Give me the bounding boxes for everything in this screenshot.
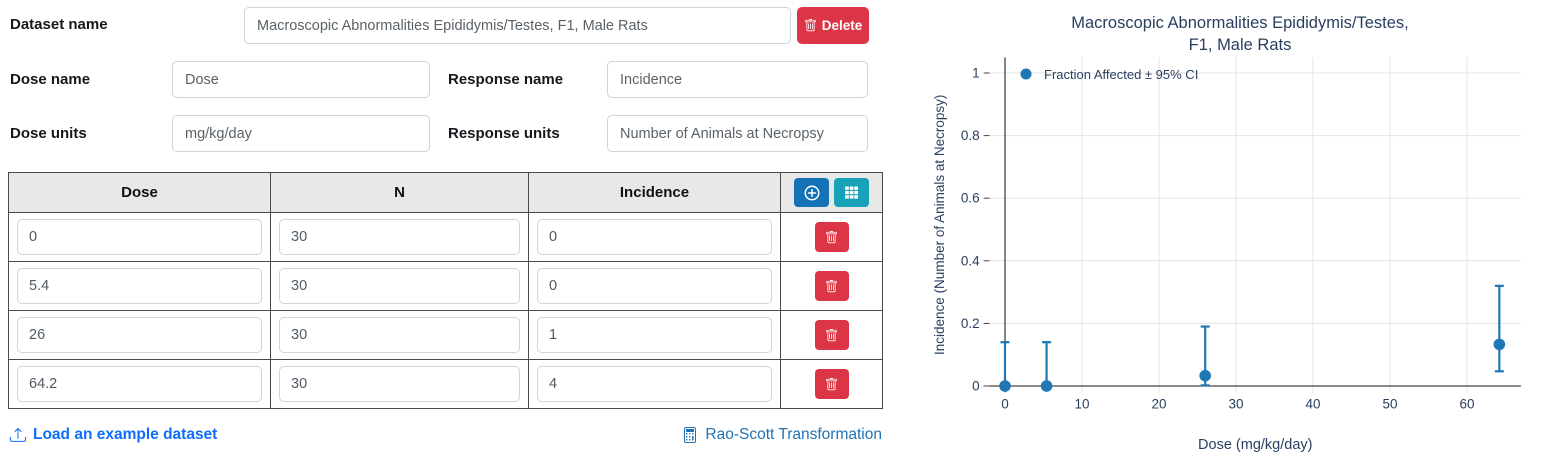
table-row [8,212,883,262]
response-units-input[interactable] [607,115,868,152]
delete-row-button[interactable] [814,369,849,399]
svg-text:50: 50 [1382,396,1397,411]
trash-icon [804,19,816,32]
data-series [999,284,1506,392]
incidence-cell-input[interactable] [537,268,772,304]
calculator-icon [684,427,697,443]
table-header-row: Dose N Incidence [8,172,883,213]
zero-lines [989,57,1521,393]
trash-icon [826,328,837,341]
svg-text:F1, Male Rats: F1, Male Rats [1189,36,1292,54]
load-example-dataset-link[interactable]: Load an example dataset [10,426,217,444]
table-grid-icon [845,186,858,199]
y-axis-label: Incidence (Number of Animals at Necropsy… [932,95,947,355]
incidence-cell-input[interactable] [537,219,772,255]
delete-row-button[interactable] [814,271,849,301]
delete-dataset-button[interactable]: Delete [797,7,869,44]
bulk-edit-grid-button[interactable] [834,178,869,207]
axis-ticks: 00.20.40.60.810 10 20 30 40 50 60 [961,66,1475,412]
rao-scott-transformation-link[interactable]: Rao-Scott Transformation [682,426,882,444]
svg-text:10: 10 [1074,396,1089,411]
upload-icon [10,427,26,442]
delete-button-label: Delete [821,18,863,33]
incidence-cell-input[interactable] [537,366,772,402]
svg-text:0: 0 [1001,396,1009,411]
svg-text:40: 40 [1305,396,1320,411]
incidence-column-header: Incidence [528,172,781,213]
svg-text:1: 1 [972,66,980,81]
legend-label: Fraction Affected ± 95% CI [1044,67,1198,82]
dose-cell-input[interactable] [17,366,262,402]
table-row [8,310,883,360]
delete-row-button[interactable] [814,320,849,350]
dose-cell-input[interactable] [17,219,262,255]
svg-text:0.2: 0.2 [961,316,980,331]
plus-circle-icon [804,185,819,200]
dose-response-table: Dose N Incidence [8,172,883,409]
rao-scott-label: Rao-Scott Transformation [705,426,882,443]
legend-marker [1020,68,1032,80]
data-point [1199,325,1211,387]
gridlines [989,57,1521,393]
data-point [999,341,1011,392]
trash-icon [826,279,837,292]
table-actions-header [780,172,883,213]
n-column-header: N [270,172,529,213]
incidence-cell-input[interactable] [537,317,772,353]
add-row-button[interactable] [794,178,829,207]
load-example-label: Load an example dataset [33,426,218,443]
delete-row-button[interactable] [814,222,849,252]
table-row [8,359,883,409]
response-name-label: Response name [448,71,564,88]
dose-cell-input[interactable] [17,268,262,304]
n-cell-input[interactable] [279,268,520,304]
n-cell-input[interactable] [279,366,520,402]
dose-cell-input[interactable] [17,317,262,353]
svg-text:0.8: 0.8 [961,128,980,143]
response-units-label: Response units [448,125,560,142]
dose-response-plot-panel: 0 0.2 0.4 0.6 0.8 1 0 10 20 30 40 50 60 Fraction Affe… [930,0,1552,466]
legend[interactable]: Fraction Affected ± 95% CI [1020,67,1199,82]
svg-text:60: 60 [1459,396,1474,411]
svg-text:0.6: 0.6 [961,191,980,206]
dataset-name-input[interactable] [244,7,791,44]
svg-text:30: 30 [1228,396,1243,411]
svg-text:0: 0 [972,379,980,394]
svg-text:0.4: 0.4 [961,253,980,268]
x-axis-label: Dose (mg/kg/day) [1198,437,1312,453]
data-point [1493,284,1506,373]
dose-units-label: Dose units [10,125,87,142]
dose-name-label: Dose name [10,71,91,88]
trash-icon [826,377,837,390]
dose-units-input[interactable] [172,115,430,152]
svg-text:20: 20 [1151,396,1166,411]
svg-text:Macroscopic Abnormalities Epid: Macroscopic Abnormalities Epididymis/Tes… [1071,14,1408,32]
response-name-input[interactable] [607,61,868,98]
dataset-name-label: Dataset name [10,16,108,33]
trash-icon [826,230,837,243]
n-cell-input[interactable] [279,219,520,255]
dose-name-input[interactable] [172,61,430,98]
chart-title: Macroscopic Abnormalities Epididymis/Tes… [1071,14,1408,54]
table-row [8,261,883,311]
dose-column-header: Dose [8,172,271,213]
data-point [1040,341,1053,392]
n-cell-input[interactable] [279,317,520,353]
